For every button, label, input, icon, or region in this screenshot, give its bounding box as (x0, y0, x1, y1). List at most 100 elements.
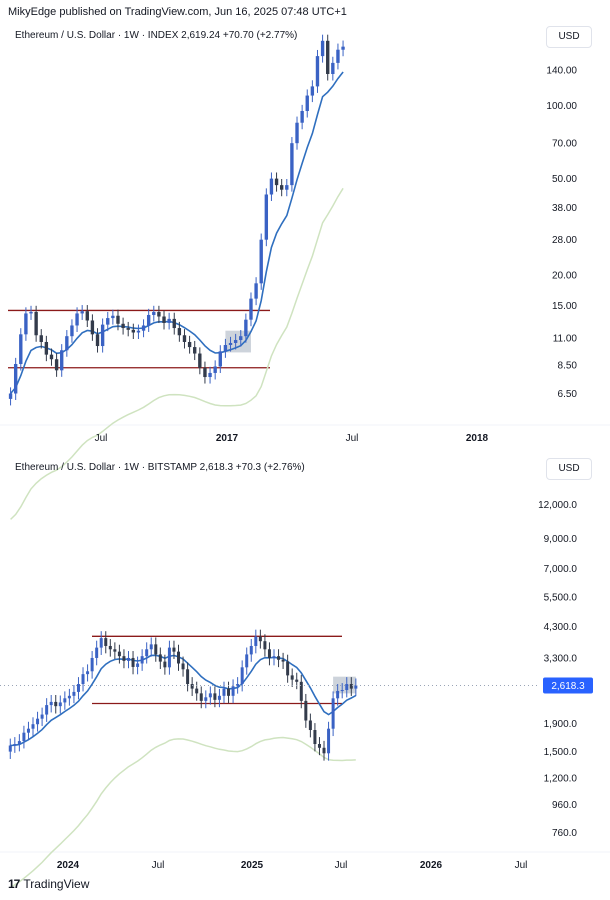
candle-body (290, 675, 294, 680)
candle-body (222, 688, 226, 696)
chart-canvas-index[interactable]: 140.00 100.00 70.00 50.00 38.00 28.00 20.00 15.… (0, 20, 610, 520)
candle-body (227, 688, 231, 696)
currency-button[interactable]: USD (546, 458, 592, 480)
chart-canvas-bitstamp[interactable]: 12,000.0 9,000.0 7,000.0 5,500.0 4,300.0 3,30… (0, 452, 610, 889)
candle-body (126, 657, 130, 661)
publish-header: MikyEdge published on TradingView.com, J… (8, 6, 347, 18)
price-tick-label: 9,000.0 (544, 534, 578, 545)
candle-body (117, 651, 121, 657)
candle-body (274, 178, 279, 186)
candle-body (141, 325, 146, 331)
candle-body (354, 685, 358, 689)
candle-body (295, 679, 299, 682)
price-tick-label: 1,900.0 (544, 719, 578, 730)
candle-body (186, 669, 190, 685)
candle-body (213, 693, 217, 700)
price-tick-label: 1,200.0 (544, 774, 578, 785)
candle-body (310, 86, 315, 96)
price-tick-label: 12,000.0 (538, 500, 577, 511)
candle-body (177, 328, 182, 336)
candle-body (177, 651, 181, 664)
candle-body (65, 336, 69, 351)
candle-body (75, 313, 79, 326)
candle-body (36, 718, 40, 725)
candle-body (172, 318, 176, 329)
time-tick-label: Jul (152, 860, 165, 871)
slow-moving-average (9, 736, 356, 889)
time-tick-label: 2017 (216, 433, 239, 444)
price-tick-label: 50.00 (552, 174, 577, 185)
candle-body (258, 636, 262, 642)
candle-body (264, 194, 269, 240)
candle-body (40, 714, 44, 719)
candle-body (218, 351, 222, 367)
candle-body (244, 319, 248, 337)
candle-body (331, 62, 335, 74)
candle-body (331, 698, 335, 729)
candle-body (136, 330, 141, 333)
currency-button[interactable]: USD (546, 26, 592, 48)
candle-body (272, 656, 276, 658)
candle-body (300, 111, 304, 123)
candle-body (286, 661, 290, 676)
candle-body (181, 663, 185, 670)
candle-body (327, 728, 331, 754)
candle-body (29, 311, 33, 314)
price-tick-label: 11.00 (553, 334, 578, 345)
candle-body (263, 641, 267, 650)
slow-moving-average (10, 187, 344, 520)
time-tick-label: 2025 (241, 860, 264, 871)
candle-body (233, 340, 238, 343)
chart-panel-bitstamp[interactable]: 12,000.0 9,000.0 7,000.0 5,500.0 4,300.0 3,30… (0, 452, 610, 889)
candle-body (60, 350, 64, 371)
candle-body (190, 684, 194, 689)
candle-body (254, 283, 258, 299)
candle-body (22, 732, 26, 742)
candle-body (145, 649, 149, 657)
price-tick-label: 15.00 (552, 301, 577, 312)
candle-body (299, 681, 303, 701)
price-tick-label: 4,300.0 (544, 622, 578, 633)
time-tick-label: Jul (95, 433, 108, 444)
candle-body (187, 341, 192, 348)
candle-body (204, 697, 208, 701)
candle-body (90, 657, 94, 672)
candle-body (313, 730, 317, 745)
candle-body (81, 674, 85, 685)
candle-body (80, 311, 84, 314)
last-price-label: 2,618.3 (551, 681, 585, 692)
price-tick-label: 760.0 (552, 828, 577, 839)
candle-body (31, 724, 35, 729)
candle-body (131, 657, 135, 667)
candle-body (158, 654, 162, 662)
tradingview-logo-icon: 17 (8, 877, 20, 891)
price-tick-label: 6.50 (558, 389, 578, 400)
candle-body (193, 347, 197, 354)
candle-body (239, 336, 243, 341)
price-tick-label: 70.00 (552, 139, 577, 150)
candle-body (295, 122, 299, 144)
candle-body (269, 178, 274, 195)
candle-body (154, 644, 158, 655)
price-tick-label: 20.00 (552, 271, 577, 282)
candle-body (76, 684, 80, 692)
candle-body (95, 647, 99, 658)
candle-body (44, 341, 49, 355)
chart-panel-index[interactable]: 140.00 100.00 70.00 50.00 38.00 28.00 20.00 15.… (0, 20, 610, 520)
candle-body (305, 95, 309, 112)
candle-body (322, 747, 326, 754)
candle-body (182, 335, 187, 342)
candle-body (223, 345, 228, 352)
candle-body (157, 311, 161, 317)
candle-body (100, 324, 105, 347)
candle-body (58, 702, 62, 707)
tradingview-footer[interactable]: 17 TradingView (8, 877, 89, 891)
candle-body (195, 688, 199, 694)
candle-body (162, 316, 166, 323)
price-tick-label: 1,500.0 (544, 747, 578, 758)
time-tick-label: 2026 (420, 860, 443, 871)
candle-body (236, 684, 240, 687)
candle-body (13, 744, 17, 746)
candle-body (70, 325, 74, 337)
candle-body (140, 656, 144, 664)
